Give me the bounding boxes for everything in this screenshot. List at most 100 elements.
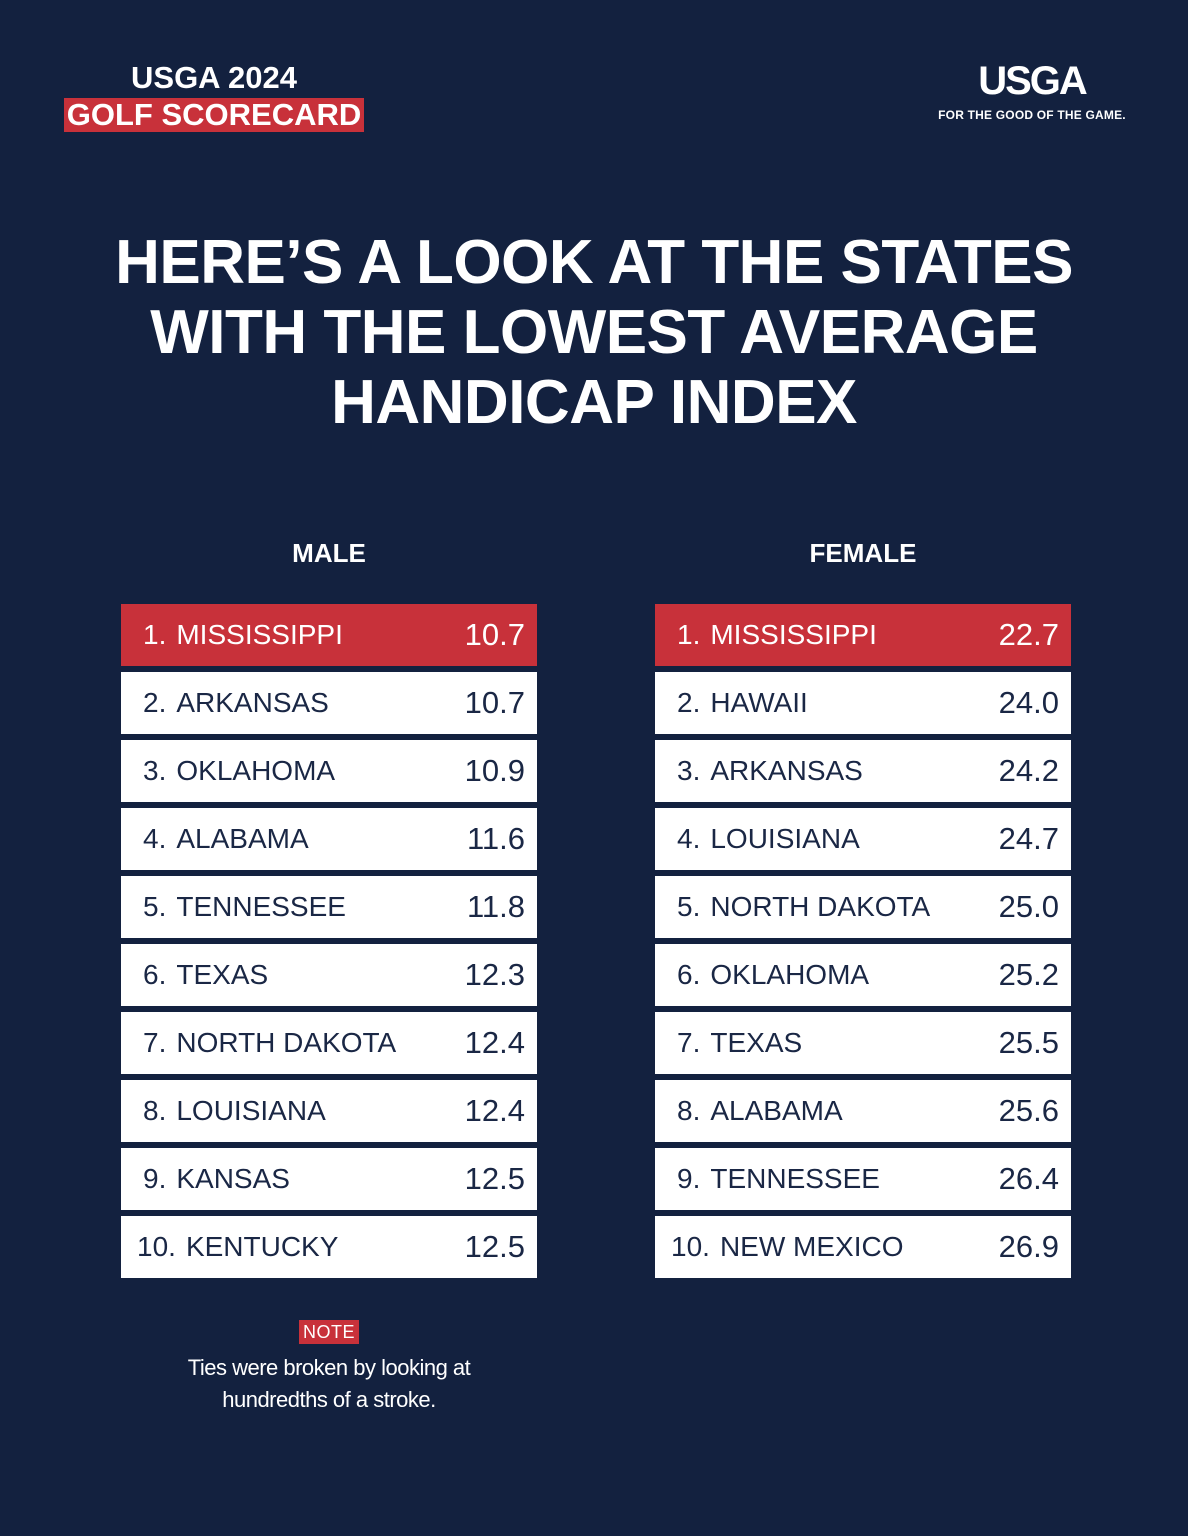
state-name: TENNESSEE [710,1163,880,1194]
rank-label: 5. TENNESSEE [143,891,346,923]
rank-label: 3. OKLAHOMA [143,755,335,787]
page-title-line-2: WITH THE LOWEST AVERAGE [150,298,1038,367]
handicap-value: 12.4 [464,1025,525,1060]
rank-label: 7. TEXAS [677,1027,802,1059]
rank-number: 2. [143,687,167,718]
rank-number: 3. [143,755,167,786]
handicap-value: 24.2 [998,753,1059,788]
rank-number: 1. [143,619,167,650]
state-name: NEW MEXICO [719,1231,904,1262]
page-title-line-3: HANDICAP INDEX [331,368,857,437]
usga-wordmark: USGA [978,59,1088,103]
state-name: MISSISSIPPI [176,619,343,650]
handicap-value: 12.3 [464,957,525,992]
female-rank-row: 8. ALABAMA 25.6 [655,1080,1071,1142]
handicap-value: 10.7 [464,617,525,652]
note-line-1: Ties were broken by looking at [187,1355,471,1380]
handicap-value: 26.9 [998,1229,1059,1264]
rank-number: 3. [677,755,701,786]
state-name: OKLAHOMA [710,959,870,990]
female-rank-row: 5. NORTH DAKOTA 25.0 [655,876,1071,938]
female-ranking-table: FEMALE 1. MISSISSIPPI 22.7 2. HAWAII 24.0 3. AR… [655,534,1071,1284]
rank-number: 8. [677,1095,701,1126]
rank-label: 6. OKLAHOMA [677,959,869,991]
rank-number: 4. [143,823,167,854]
male-rank-row: 4. ALABAMA 11.6 [121,808,537,870]
female-rank-row: 7. TEXAS 25.5 [655,1012,1071,1074]
rank-number: 5. [677,891,701,922]
rank-number: 9. [143,1163,167,1194]
female-rank-row: 2. HAWAII 24.0 [655,672,1071,734]
state-name: NORTH DAKOTA [176,1027,397,1058]
rank-label: 6. TEXAS [143,959,268,991]
female-rank-row: 6. OKLAHOMA 25.2 [655,944,1071,1006]
male-rows: 1. MISSISSIPPI 10.7 2. ARKANSAS 10.7 3. OKLAHOM… [121,604,537,1278]
male-column-header: MALE [292,538,366,568]
note-text: Ties were broken by looking at hundredth… [121,1352,537,1416]
rank-label: 2. HAWAII [677,687,808,719]
rank-label: 9. KANSAS [143,1163,290,1195]
male-rank-row: 2. ARKANSAS 10.7 [121,672,537,734]
rank-label: 4. LOUISIANA [677,823,860,855]
rank-label: 1. MISSISSIPPI [677,619,877,651]
rank-number: 7. [677,1027,701,1058]
handicap-value: 11.6 [466,821,525,856]
handicap-value: 25.5 [998,1025,1059,1060]
rank-number: 7. [143,1027,167,1058]
rank-label: 10. NEW MEXICO [671,1231,904,1263]
rank-number: 2. [677,687,701,718]
rank-number: 10. [671,1231,710,1262]
usga-tagline: FOR THE GOOD OF THE GAME. [938,108,1126,122]
state-name: TEXAS [710,1027,803,1058]
state-name: LOUISIANA [710,823,860,854]
badge-year-label: USGA 2024 [131,60,297,95]
state-name: KANSAS [176,1163,290,1194]
handicap-value: 25.6 [998,1093,1059,1128]
state-name: ARKANSAS [176,687,329,718]
handicap-value: 26.4 [998,1161,1059,1196]
page-title-line-1: HERE’S A LOOK AT THE STATES [115,228,1073,297]
handicap-value: 24.0 [998,685,1059,720]
state-name: ALABAMA [710,1095,843,1126]
male-rank-row: 9. KANSAS 12.5 [121,1148,537,1210]
rank-number: 5. [143,891,167,922]
female-rows: 1. MISSISSIPPI 22.7 2. HAWAII 24.0 3. ARKANSAS 2… [655,604,1071,1278]
handicap-value: 12.5 [464,1161,525,1196]
state-name: MISSISSIPPI [710,619,877,650]
rank-number: 8. [143,1095,167,1126]
state-name: HAWAII [710,687,808,718]
female-column-header: FEMALE [809,538,917,568]
rank-number: 9. [677,1163,701,1194]
rank-label: 5. NORTH DAKOTA [677,891,930,923]
male-rank-row: 8. LOUISIANA 12.4 [121,1080,537,1142]
female-rank-row: 3. ARKANSAS 24.2 [655,740,1071,802]
state-name: OKLAHOMA [176,755,336,786]
state-name: KENTUCKY [185,1231,339,1262]
state-name: TENNESSEE [176,891,346,922]
state-name: LOUISIANA [176,1095,326,1126]
male-ranking-table: MALE 1. MISSISSIPPI 10.7 2. ARKANSAS 10.7 3. OK… [121,534,537,1284]
rank-label: 8. LOUISIANA [143,1095,326,1127]
badge-title-label: GOLF SCORECARD [64,98,364,132]
handicap-value: 24.7 [998,821,1059,856]
state-name: ALABAMA [176,823,309,854]
page-title: HERE’S A LOOK AT THE STATES WITH THE LOW… [60,228,1128,438]
usga-logo: USGA FOR THE GOOD OF THE GAME. [932,60,1132,122]
rank-label: 7. NORTH DAKOTA [143,1027,396,1059]
scorecard-badge: USGA 2024 GOLF SCORECARD [64,60,364,132]
female-rank-row: 9. TENNESSEE 26.4 [655,1148,1071,1210]
female-rank-row: 10. NEW MEXICO 26.9 [655,1216,1071,1278]
footnote: NOTE Ties were broken by looking at hund… [121,1320,537,1416]
rank-label: 4. ALABAMA [143,823,309,855]
handicap-value: 11.8 [466,889,525,924]
male-rank-row: 5. TENNESSEE 11.8 [121,876,537,938]
handicap-value: 22.7 [998,617,1059,652]
rank-label: 9. TENNESSEE [677,1163,880,1195]
handicap-value: 10.9 [464,753,525,788]
rank-label: 8. ALABAMA [677,1095,843,1127]
note-line-2: hundredths of a stroke. [222,1387,436,1412]
male-rank-row: 3. OKLAHOMA 10.9 [121,740,537,802]
rank-number: 1. [677,619,701,650]
female-rank-row: 4. LOUISIANA 24.7 [655,808,1071,870]
handicap-value: 10.7 [464,685,525,720]
